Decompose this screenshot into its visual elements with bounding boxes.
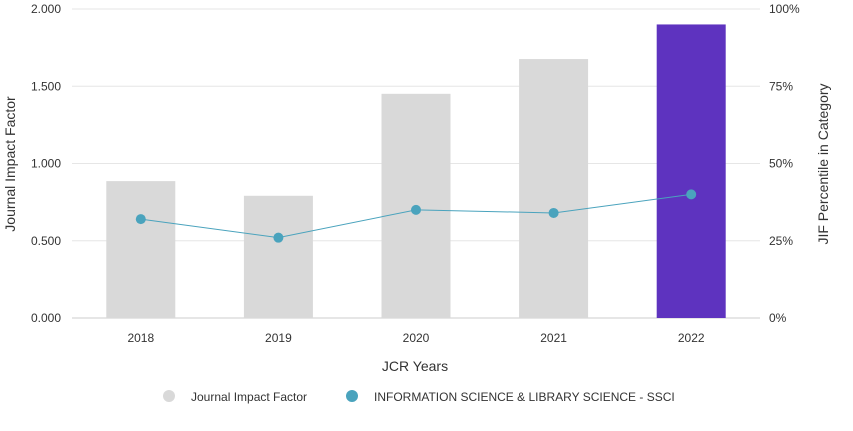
y-right-tick-label: 100% — [769, 2, 800, 16]
y-axis-title: Journal Impact Factor — [2, 96, 18, 232]
bar-2019[interactable] — [243, 195, 313, 318]
y-right-tick-label: 25% — [769, 234, 793, 248]
x-tick-label: 2018 — [127, 331, 154, 345]
y-axis-right-title: JIF Percentile in Category — [815, 83, 831, 244]
y-tick-label: 1.000 — [31, 157, 61, 171]
legend: Journal Impact Factor INFORMATION SCIENC… — [163, 390, 675, 404]
axis-ticks: 0.000 0.500 1.000 1.500 2.000 0% 25% 50% 75% 100%… — [31, 2, 800, 345]
line-series — [135, 189, 697, 243]
y-right-tick-label: 75% — [769, 79, 793, 93]
x-tick-label: 2020 — [403, 331, 430, 345]
x-tick-label: 2021 — [540, 331, 567, 345]
bar-series — [106, 24, 726, 319]
legend-swatch-jif — [163, 390, 175, 402]
y-right-tick-label: 50% — [769, 157, 793, 171]
bar-2022[interactable] — [656, 24, 726, 318]
y-tick-label: 1.500 — [31, 79, 61, 93]
y-tick-label: 0.500 — [31, 234, 61, 248]
percentile-point-2018[interactable] — [135, 214, 146, 225]
y-right-tick-label: 0% — [769, 311, 787, 325]
x-axis-title: JCR Years — [382, 358, 448, 374]
percentile-point-2019[interactable] — [273, 232, 284, 243]
percentile-point-2021[interactable] — [548, 207, 559, 218]
bar-2021[interactable] — [519, 59, 589, 319]
legend-label-category: INFORMATION SCIENCE & LIBRARY SCIENCE - … — [374, 390, 675, 404]
x-tick-label: 2019 — [265, 331, 292, 345]
legend-item-category[interactable]: INFORMATION SCIENCE & LIBRARY SCIENCE - … — [346, 390, 675, 404]
legend-item-jif[interactable]: Journal Impact Factor — [163, 390, 307, 404]
legend-swatch-category — [346, 390, 358, 402]
bar-2018[interactable] — [106, 181, 176, 318]
legend-label-jif: Journal Impact Factor — [191, 390, 307, 404]
x-tick-label: 2022 — [678, 331, 705, 345]
y-tick-label: 0.000 — [31, 311, 61, 325]
y-tick-label: 2.000 — [31, 2, 61, 16]
percentile-point-2022[interactable] — [686, 189, 697, 200]
percentile-point-2020[interactable] — [411, 204, 421, 215]
